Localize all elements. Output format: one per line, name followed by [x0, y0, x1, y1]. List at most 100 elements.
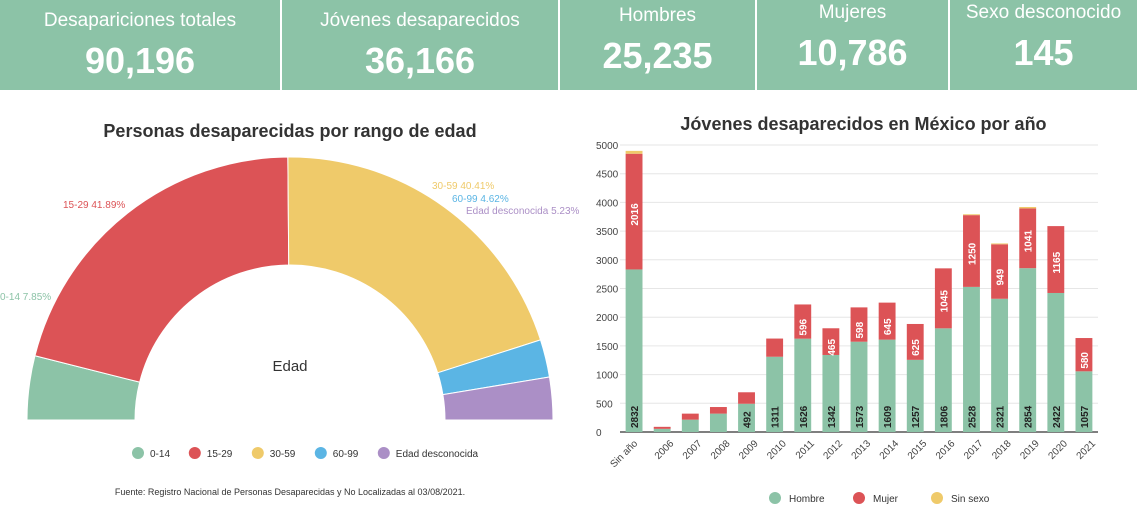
bar-mujer	[878, 302, 896, 340]
kpi-value: 25,235	[602, 35, 713, 76]
bar-value-label: 598	[855, 321, 866, 338]
x-tick-label: 2009	[737, 438, 761, 462]
bar-mujer	[625, 153, 643, 270]
bar-hombre	[934, 328, 952, 432]
bar-value-label: 1257	[911, 405, 922, 428]
pie-slice-Edad desconocida	[442, 376, 554, 421]
bar-mujer	[850, 307, 868, 342]
bar-value-label: 1250	[967, 242, 978, 265]
legend-item-Sin sexo[interactable]: Sin sexo	[951, 494, 990, 505]
bar-value-label: 596	[799, 318, 810, 335]
kpi-youth: Jóvenes desaparecidos 36,166	[282, 0, 560, 90]
kpi-label: Mujeres	[818, 2, 887, 23]
bar-value-label: 1806	[939, 405, 950, 428]
legend-swatch[interactable]	[853, 492, 865, 504]
bar-mujer	[822, 328, 840, 355]
y-tick-label: 2500	[596, 285, 619, 296]
y-tick-label: 4000	[596, 198, 619, 209]
bar-sin-sexo	[1019, 206, 1037, 209]
x-tick-label: 2020	[1046, 438, 1070, 462]
y-tick-label: 1500	[596, 342, 619, 353]
x-tick-label: 2015	[906, 438, 930, 462]
kpi-value: 10,786	[797, 32, 908, 73]
kpi-women: Mujeres 10,786	[757, 0, 950, 90]
bar-value-label: 2321	[996, 405, 1007, 428]
legend-swatch[interactable]	[377, 447, 390, 459]
x-tick-label: 2017	[962, 438, 986, 462]
bar-value-label: 1057	[1080, 405, 1091, 428]
pie-slice-label: 0-14 7.85%	[0, 292, 51, 303]
legend-swatch[interactable]	[769, 492, 781, 504]
legend-swatch[interactable]	[931, 492, 943, 504]
bar-value-label: 2422	[1052, 405, 1063, 428]
bar-mujer	[738, 392, 755, 404]
y-tick-label: 1000	[596, 371, 619, 382]
x-tick-label: 2018	[990, 438, 1014, 462]
bar-hombre	[681, 419, 699, 432]
bar-mujer	[681, 413, 699, 420]
legend-item-0-14[interactable]: 0-14	[150, 449, 170, 460]
bar-mujer	[934, 268, 952, 329]
bar-value-label: 2832	[630, 405, 641, 428]
bar-mujer	[766, 338, 784, 357]
bar-hombre	[766, 356, 784, 432]
y-tick-label: 5000	[596, 141, 619, 152]
bar-value-label: 2854	[1024, 405, 1035, 428]
bar-value-label: 1573	[855, 405, 866, 428]
x-tick-label: 2014	[878, 438, 902, 462]
x-tick-label: 2008	[709, 438, 733, 462]
bar-title: Jóvenes desaparecidos en México por año	[680, 114, 1047, 134]
kpi-label: Sexo desconocido	[965, 2, 1122, 23]
bar-mujer	[794, 304, 812, 339]
legend-swatch[interactable]	[188, 447, 201, 459]
bar-value-label: 465	[827, 339, 838, 356]
kpi-label: Hombres	[618, 5, 697, 26]
y-tick-label: 3000	[596, 256, 619, 267]
x-tick-label: 2019	[1018, 438, 1042, 462]
kpi-value: 36,166	[364, 40, 476, 81]
bar-hombre	[850, 341, 868, 432]
legend-item-Edad desconocida[interactable]: Edad desconocida	[396, 449, 479, 460]
pie-slice-30-59	[287, 156, 542, 374]
legend-item-Hombre[interactable]: Hombre	[789, 494, 825, 505]
legend-item-15-29[interactable]: 15-29	[207, 449, 233, 460]
x-tick-label: 2012	[821, 438, 845, 462]
legend-item-Mujer[interactable]: Mujer	[873, 494, 899, 505]
bar-value-label: 645	[883, 318, 894, 335]
y-tick-label: 2000	[596, 313, 619, 324]
pie-slice-15-29	[34, 156, 290, 383]
bar-mujer	[653, 426, 671, 429]
kpi-bar: Desapariciones totales 90,196 Jóvenes des…	[0, 0, 1137, 90]
bar-hombre	[878, 339, 896, 432]
bar-sin-sexo	[963, 214, 980, 216]
pie-slice-label: Edad desconocida 5.23%	[466, 206, 580, 217]
x-tick-label: 2021	[1075, 438, 1099, 462]
bar-value-label: 1609	[883, 405, 894, 428]
bar-value-label: 1165	[1052, 251, 1063, 273]
pie-title: Personas desaparecidas por rango de edad	[103, 121, 477, 141]
pie-slice-label: 60-99 4.62%	[452, 194, 509, 205]
legend-item-60-99[interactable]: 60-99	[333, 449, 359, 460]
x-tick-label: 2010	[765, 438, 789, 462]
kpi-label: Jóvenes desaparecidos	[320, 10, 520, 31]
bar-mujer	[1047, 226, 1065, 293]
bar-hombre	[1047, 292, 1065, 432]
bar-hombre	[653, 428, 671, 432]
legend-swatch[interactable]	[251, 447, 264, 459]
kpi-men: Hombres 25,235	[560, 0, 757, 90]
y-tick-label: 4500	[596, 170, 619, 181]
bar-mujer	[906, 323, 924, 360]
legend-swatch[interactable]	[132, 447, 144, 459]
bar-value-label: 2528	[967, 405, 978, 428]
legend-item-30-59[interactable]: 30-59	[270, 449, 296, 460]
x-tick-label: 2007	[681, 438, 705, 462]
bar-value-label: 492	[743, 411, 754, 428]
bar-hombre	[625, 269, 643, 432]
bar-mujer	[991, 244, 1009, 299]
legend-swatch[interactable]	[314, 447, 327, 459]
x-tick-label: 2011	[794, 438, 817, 461]
bar-mujer	[963, 215, 980, 287]
bar-value-label: 949	[996, 268, 1007, 285]
bar-hombre	[794, 338, 812, 432]
x-tick-label: 2013	[850, 438, 874, 462]
